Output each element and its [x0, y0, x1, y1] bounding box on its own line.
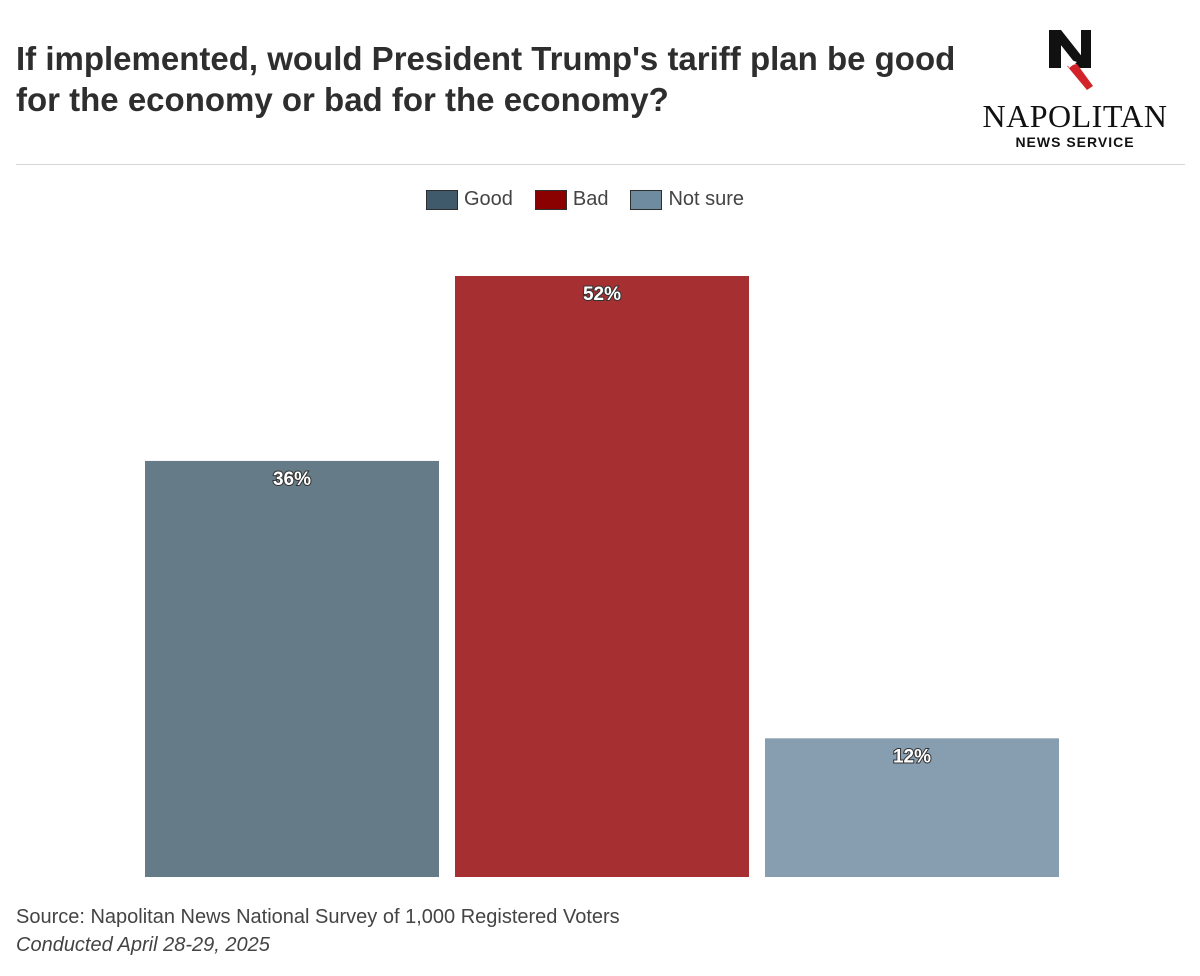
bar-not-sure — [765, 738, 1059, 877]
napolitan-n-icon — [1049, 30, 1093, 90]
legend-swatch-not-sure — [630, 189, 663, 210]
bar-label-not-sure: 12% — [893, 746, 931, 767]
legend-label-not-sure: Not sure — [668, 188, 745, 210]
bar-good — [145, 460, 439, 877]
napolitan-logo: NAPOLITAN NEWS SERVICE — [975, 28, 1175, 153]
legend-label-bad: Bad — [572, 188, 609, 210]
brand-name: NAPOLITAN — [982, 98, 1168, 134]
chart-legend: Good Bad Not sure — [0, 188, 1170, 211]
survey-date: Conducted April 28-29, 2025 — [16, 934, 270, 956]
legend-item-good: Good — [425, 188, 513, 211]
bar-chart: 36% 52% 12% — [145, 276, 1059, 877]
legend-item-bad: Bad — [534, 188, 609, 211]
brand-subtitle: NEWS SERVICE — [1015, 134, 1135, 150]
legend-item-not-sure: Not sure — [630, 188, 744, 211]
legend-swatch-good — [425, 189, 458, 210]
chart-title: If implemented, would President Trump's … — [16, 40, 956, 118]
source-note: Source: Napolitan News National Survey o… — [16, 906, 620, 928]
bar-label-bad: 52% — [583, 284, 621, 305]
bar-bad — [455, 276, 749, 877]
header-divider — [16, 164, 1185, 165]
bar-label-good: 36% — [273, 469, 311, 490]
legend-swatch-bad — [534, 189, 567, 210]
legend-label-good: Good — [463, 188, 513, 210]
